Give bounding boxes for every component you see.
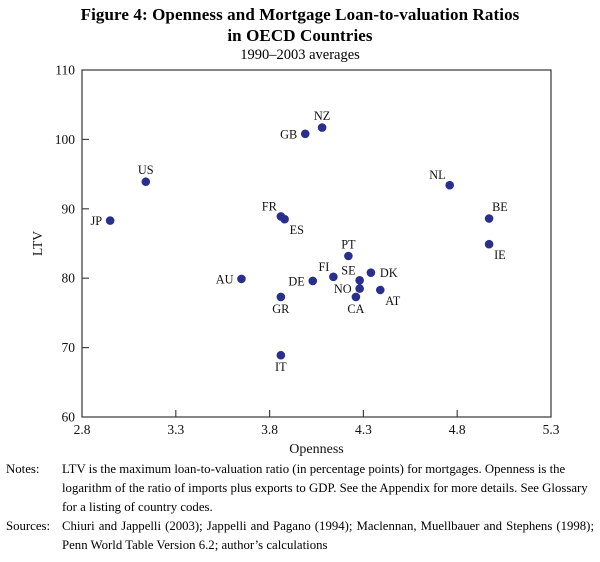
data-point-JP (105, 216, 115, 226)
y-tick-label: 100 (55, 132, 76, 147)
point-label-IT: IT (275, 360, 287, 374)
point-label-NO: NO (334, 282, 352, 296)
sources-text: Chiuri and Jappelli (2003); Jappelli and… (62, 518, 594, 552)
point-label-CA: CA (347, 302, 364, 316)
data-point-BE (484, 214, 494, 223)
figure-footnotes: Notes: LTV is the maximum loan-to-valuat… (0, 457, 600, 555)
figure-title-line2: in OECD Countries (227, 25, 373, 45)
point-label-SE: SE (341, 263, 355, 277)
y-tick-label: 70 (62, 340, 76, 355)
y-axis-label: LTV (30, 231, 45, 256)
point-label-FI: FI (318, 260, 329, 274)
point-label-GB: GB (280, 128, 297, 142)
data-point-FI (329, 272, 338, 282)
y-tick-label: 90 (62, 201, 76, 216)
plot-border (81, 69, 552, 418)
notes-text: LTV is the maximum loan-to-valuation rat… (62, 462, 588, 515)
x-tick-label: 2.8 (74, 422, 91, 437)
point-label-NL: NL (429, 168, 445, 182)
scatter-plot-svg: 2.8 3.3 3.8 4.3 4.8 5.3 60 70 80 90 100 110 Openness… (30, 63, 560, 458)
data-point-DK (366, 268, 376, 278)
point-label-DK: DK (380, 266, 398, 280)
point-label-AT: AT (385, 294, 401, 308)
point-label-JP: JP (91, 214, 103, 228)
data-point-NO (355, 284, 364, 294)
notes-row: Notes: LTV is the maximum loan-to-valuat… (6, 460, 594, 517)
y-tick-label: 80 (62, 271, 76, 286)
point-label-NZ: NZ (314, 109, 330, 123)
point-label-GR: GR (272, 302, 290, 316)
sources-label: Sources: (6, 518, 51, 533)
data-point-CA (351, 292, 361, 302)
point-label-PT: PT (341, 238, 356, 252)
data-point-IT (276, 351, 286, 360)
data-point-SE (355, 276, 364, 285)
data-point-US (141, 177, 151, 187)
point-label-FR: FR (262, 200, 278, 214)
data-point-ES (280, 215, 289, 224)
point-label-BE: BE (492, 200, 508, 214)
data-point-DE (308, 276, 318, 286)
point-label-DE: DE (288, 275, 304, 289)
y-tick-label: 110 (55, 65, 75, 78)
data-point-PT (344, 251, 353, 261)
x-tick-label: 3.8 (261, 422, 278, 437)
data-point-IE (484, 240, 494, 249)
x-axis-label: Openness (289, 442, 343, 457)
x-tick-label: 5.3 (543, 422, 560, 437)
data-point-NL (445, 181, 454, 190)
figure-header: Figure 4: Openness and Mortgage Loan-to-… (0, 0, 600, 65)
data-point-NZ (317, 123, 327, 133)
point-label-US: US (138, 163, 154, 177)
point-label-IE: IE (494, 248, 506, 262)
x-tick-label: 4.8 (449, 422, 466, 437)
x-tick-label: 4.3 (355, 422, 372, 437)
scatter-chart: 2.8 3.3 3.8 4.3 4.8 5.3 60 70 80 90 100 110 Openness… (0, 63, 600, 458)
figure-subtitle: 1990–2003 averages (240, 47, 360, 64)
x-tick-label: 3.3 (167, 422, 184, 437)
data-point-AT (375, 285, 385, 295)
sources-row: Sources: Chiuri and Jappelli (2003); Jap… (6, 517, 594, 555)
data-point-GR (276, 292, 286, 302)
point-label-ES: ES (290, 223, 305, 237)
figure-title-line1: Figure 4: Openness and Mortgage Loan-to-… (80, 5, 520, 24)
data-point-AU (237, 274, 246, 284)
notes-label: Notes: (6, 462, 40, 477)
y-tick-label: 60 (62, 410, 76, 425)
data-point-GB (300, 129, 310, 139)
point-label-AU: AU (216, 273, 234, 287)
